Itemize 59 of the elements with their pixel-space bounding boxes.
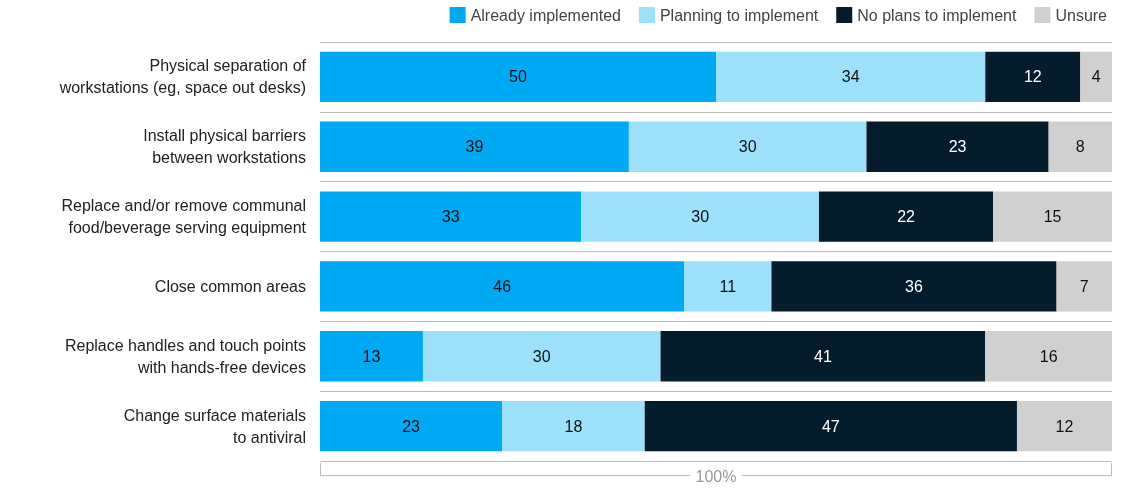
bar bbox=[993, 191, 1112, 242]
bar bbox=[581, 191, 819, 242]
data-label: 33 bbox=[441, 208, 460, 226]
bar bbox=[771, 261, 1057, 312]
y-tick-label: Change surface materials to antiviral bbox=[123, 406, 306, 446]
legend-label: Already implemented bbox=[470, 6, 621, 24]
data-label: 30 bbox=[738, 138, 757, 156]
bar bbox=[644, 400, 1017, 452]
y-tick-label: Replace and/or remove communal food/beverage serving equipment bbox=[61, 197, 307, 237]
y-tick-label: Physical separation of workstations (eg, space out desks) bbox=[58, 57, 307, 97]
data-label: 13 bbox=[362, 347, 381, 365]
data-label: 39 bbox=[465, 138, 484, 156]
bar bbox=[1080, 51, 1112, 103]
data-label: 30 bbox=[532, 347, 551, 365]
bar bbox=[660, 331, 986, 382]
bar bbox=[320, 121, 629, 172]
bar bbox=[320, 331, 423, 382]
bar bbox=[716, 51, 986, 103]
data-label: 23 bbox=[948, 138, 967, 156]
bar bbox=[684, 261, 772, 312]
legend-label: Planning to implement bbox=[659, 6, 819, 24]
data-label: 4 bbox=[1091, 68, 1101, 86]
data-label: 15 bbox=[1043, 208, 1062, 226]
bar bbox=[422, 331, 661, 382]
y-tick-label: Replace handles and touch points with hands-free devices bbox=[64, 336, 306, 376]
bar bbox=[502, 400, 645, 452]
bar bbox=[1016, 400, 1112, 452]
legend-label: Unsure bbox=[1055, 6, 1108, 24]
y-tick-label: Install physical barriers between workstations bbox=[143, 127, 306, 167]
bar bbox=[628, 121, 867, 172]
data-label: 50 bbox=[509, 68, 527, 86]
y-tick-label: Close common areas bbox=[154, 277, 306, 295]
data-label: 11 bbox=[719, 277, 737, 295]
bar bbox=[1056, 261, 1112, 312]
text: 100% bbox=[689, 468, 743, 485]
data-label: 34 bbox=[841, 68, 860, 86]
bar bbox=[985, 51, 1081, 103]
data-label: 47 bbox=[821, 417, 840, 435]
data-label: 12 bbox=[1055, 417, 1074, 435]
data-label: 36 bbox=[905, 277, 923, 295]
bar bbox=[320, 261, 685, 312]
data-label: 8 bbox=[1075, 138, 1085, 156]
data-label: 16 bbox=[1039, 347, 1058, 365]
bar bbox=[320, 191, 582, 242]
legend-label: No plans to implement bbox=[857, 6, 1017, 24]
data-label: 41 bbox=[814, 347, 832, 365]
bar bbox=[320, 51, 716, 103]
data-label: 30 bbox=[691, 208, 710, 226]
bar bbox=[985, 331, 1112, 382]
bar bbox=[320, 400, 503, 452]
data-label: 18 bbox=[564, 417, 583, 435]
data-label: 7 bbox=[1079, 277, 1089, 295]
bar bbox=[866, 121, 1049, 172]
data-label: 22 bbox=[897, 208, 916, 226]
data-label: 46 bbox=[493, 277, 512, 295]
bar bbox=[1048, 121, 1112, 172]
bar bbox=[818, 191, 994, 242]
data-label: 12 bbox=[1023, 68, 1042, 86]
data-label: 23 bbox=[402, 417, 421, 435]
